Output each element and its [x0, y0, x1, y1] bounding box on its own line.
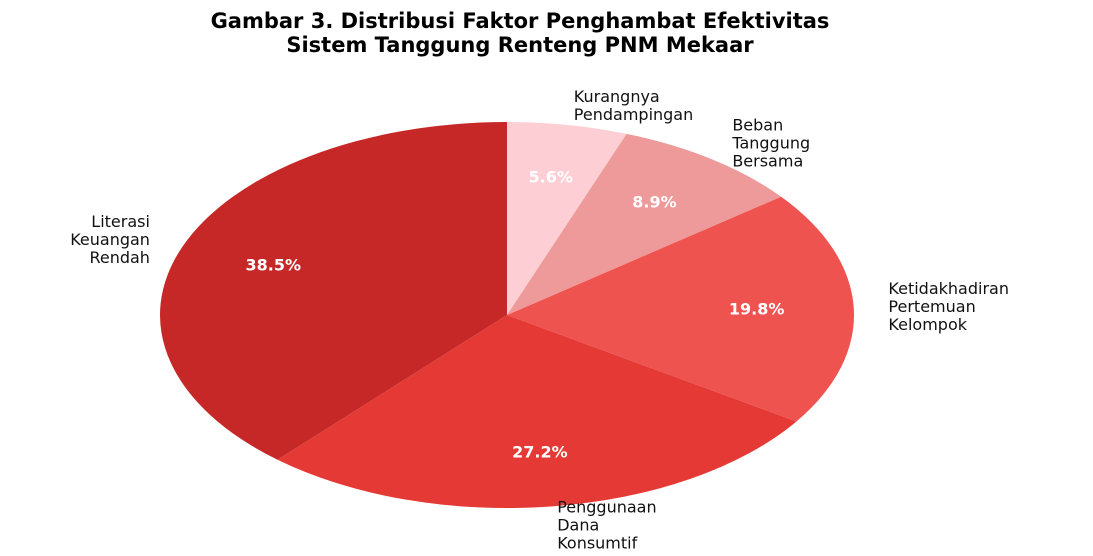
slice-label-line: Pendampingan [574, 104, 693, 123]
pie-slice [507, 196, 855, 422]
slice-label-line: Pertemuan [888, 296, 975, 315]
slice-label: Beban Tanggung Bersama [731, 115, 810, 170]
value-label: 27.2% [512, 442, 568, 461]
chart-title: Gambar 3. Distribusi Faktor Penghambat E… [211, 9, 830, 33]
value-label: 8.9% [632, 192, 676, 211]
slice-label-line: Bersama [732, 151, 803, 170]
pie-slice [160, 122, 508, 460]
slice-label: Ketidakhadiran Pertemuan Kelompok [888, 278, 1009, 333]
slice-label-line: Keuangan [70, 229, 150, 248]
pie-slice [277, 315, 797, 508]
value-label: 5.6% [529, 168, 573, 187]
slice-label-line: Ketidakhadiran [888, 278, 1009, 297]
slice-label-line: Dana [557, 515, 599, 534]
value-label: 19.8% [729, 299, 785, 318]
pie-slice [507, 133, 782, 315]
pie-slice [507, 122, 627, 315]
slice-label-line: Kurangnya [574, 86, 660, 105]
slice-label-line: Kelompok [888, 314, 967, 333]
slice-label-line: Beban [732, 115, 783, 134]
slice-label-line: Penggunaan [557, 497, 656, 516]
chart-title: Sistem Tanggung Renteng PNM Mekaar [286, 33, 754, 57]
slice-label-line: Literasi [91, 211, 150, 230]
slice-label-line: Konsumtif [557, 533, 637, 552]
slice-label: Kurangnya Pendampingan [574, 86, 693, 123]
slice-label-line: Tanggung [731, 133, 810, 152]
slice-label-line: Rendah [89, 247, 149, 266]
slice-label: Literasi Keuangan Rendah [70, 211, 150, 266]
value-label: 38.5% [246, 255, 302, 274]
slice-label: Penggunaan Dana Konsumtif [557, 497, 656, 552]
